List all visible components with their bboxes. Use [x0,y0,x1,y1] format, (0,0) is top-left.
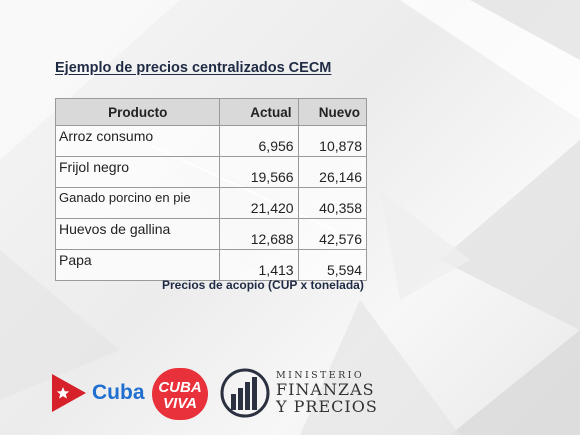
cell-producto: Arroz consumo [54,125,221,157]
header-actual: Actual [219,98,299,126]
cell-nuevo: 42,576 [297,218,368,250]
ministerio-line2: FINANZAS [276,380,375,400]
cell-producto: Papa [54,249,221,281]
cuba-viva-top-text: CUBA [158,379,201,396]
cell-nuevo: 26,146 [297,156,368,188]
ministerio-logo: MINISTERIO FINANZAS Y PRECIOS [220,368,378,418]
ministerio-emblem-icon [220,368,270,418]
cuba-flag-icon [52,374,86,412]
cuba-viva-bottom-text: VIVA [163,395,197,412]
table-header-row: Producto Actual Nuevo [54,98,368,126]
ministerio-text: MINISTERIO FINANZAS Y PRECIOS [276,371,378,416]
slide-title: Ejemplo de precios centralizados CECM [55,60,332,76]
ministerio-line1: MINISTERIO [276,369,365,381]
cell-actual: 21,420 [219,187,299,219]
table-row: Huevos de gallina 12,688 42,576 [54,218,368,250]
cell-nuevo: 40,358 [297,187,368,219]
cuba-viva-logo: CUBA VIVA [152,368,208,420]
table-row: Ganado porcino en pie 21,420 40,358 [54,187,368,219]
cell-nuevo: 10,878 [297,125,368,157]
cell-producto: Huevos de gallina [54,218,221,250]
header-nuevo: Nuevo [297,98,368,126]
cell-actual: 12,688 [219,218,299,250]
cell-producto: Ganado porcino en pie [54,187,221,219]
table-note: Precios de acopio (CUP x tonelada) [162,278,364,292]
cell-actual: 1,413 [219,249,299,281]
cell-actual: 19,566 [219,156,299,188]
table-row: Arroz consumo 6,956 10,878 [54,125,368,157]
cell-actual: 6,956 [219,125,299,157]
header-producto: Producto [54,98,221,126]
table-row: Papa 1,413 5,594 [54,249,368,281]
ministerio-line3: Y PRECIOS [276,397,378,417]
cell-producto: Frijol negro [54,156,221,188]
price-table: Producto Actual Nuevo Arroz consumo 6,95… [54,98,368,281]
cuba-logo: Cuba [52,374,145,412]
cell-nuevo: 5,594 [297,249,368,281]
cuba-logo-text: Cuba [92,381,145,404]
table-row: Frijol negro 19,566 26,146 [54,156,368,188]
